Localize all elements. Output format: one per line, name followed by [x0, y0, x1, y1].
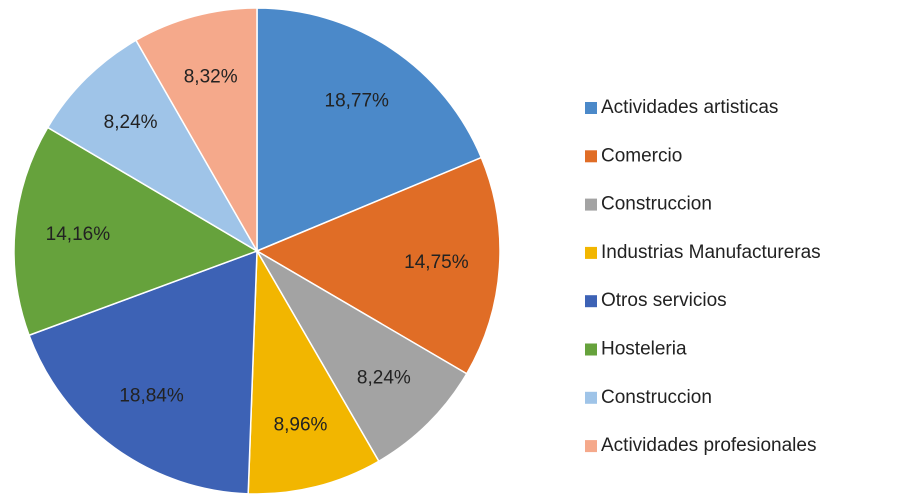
legend-swatch — [585, 295, 597, 308]
data-label: 14,75% — [404, 252, 469, 273]
data-label: 14,16% — [46, 224, 111, 245]
legend-swatch — [585, 440, 597, 453]
legend-label: Construccion — [601, 194, 712, 215]
pie-slice — [28, 249, 258, 495]
data-label: 18,84% — [119, 386, 184, 407]
legend-label: Otros servicios — [601, 290, 727, 311]
data-label: 8,32% — [184, 66, 238, 87]
pie-slice — [46, 39, 260, 254]
pie-slice — [247, 248, 380, 495]
legend-label: Actividades profesionales — [601, 435, 816, 456]
data-label: 8,24% — [104, 112, 158, 133]
legend-label: Industrias Manufactureras — [601, 242, 821, 263]
legend-label: Actividades artisticas — [601, 97, 778, 118]
legend-label: Comercio — [601, 145, 682, 166]
legend-label: Construccion — [601, 387, 712, 408]
legend-swatch — [585, 150, 597, 163]
data-label: 8,96% — [274, 414, 328, 435]
pie-slice — [255, 156, 501, 375]
legend-swatch — [585, 198, 597, 211]
pie-slice — [254, 248, 468, 463]
legend-swatch — [585, 246, 597, 259]
legend-swatch — [585, 102, 597, 114]
data-label: 8,24% — [357, 367, 411, 388]
pie-slice — [13, 126, 259, 337]
pie-slice — [256, 7, 483, 253]
legend-label: Hosteleria — [601, 339, 687, 360]
legend-swatch — [585, 343, 597, 356]
legend-swatch — [585, 391, 597, 404]
data-label: 18,77% — [325, 90, 390, 111]
pie-slice — [134, 7, 258, 254]
